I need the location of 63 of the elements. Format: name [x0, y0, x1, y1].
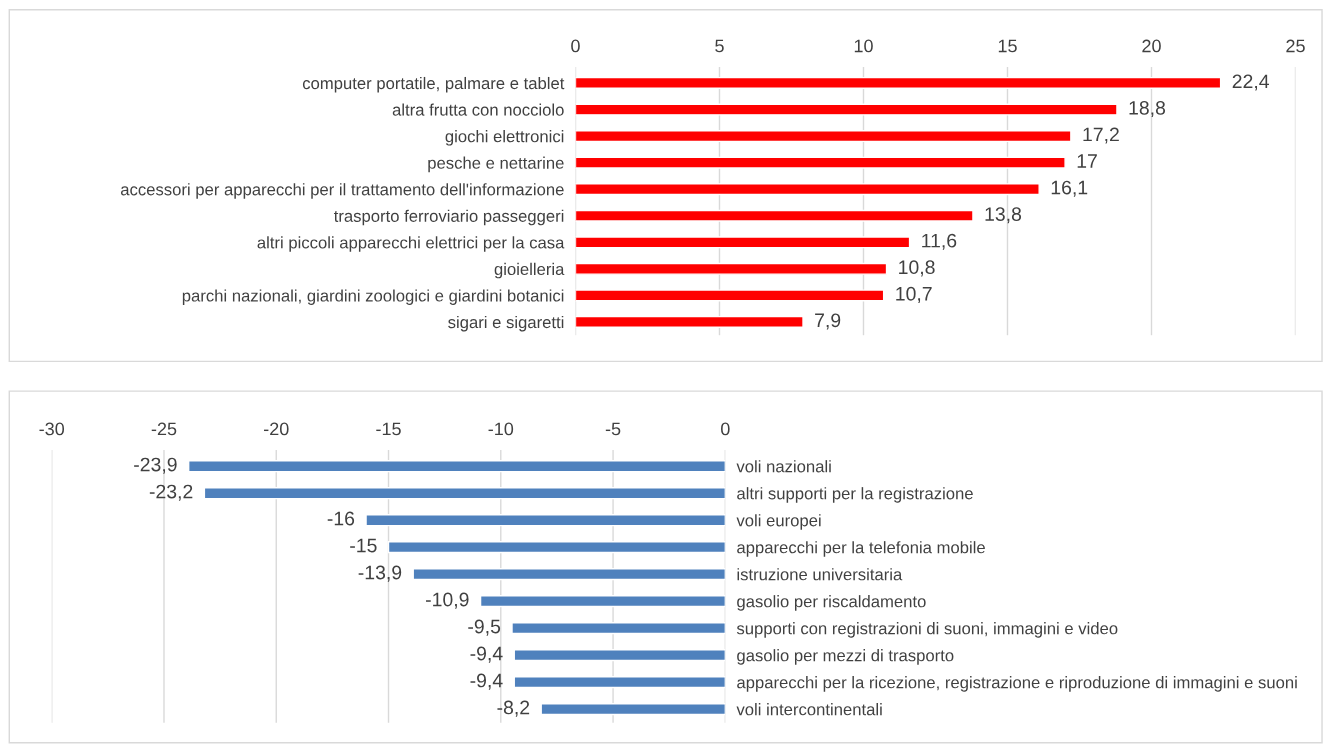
bar [575, 183, 1040, 196]
y-tick-label: voli europei [736, 514, 821, 530]
data-label: -9,5 [468, 619, 501, 636]
y-tick-label: altri piccoli apparecchi elettrici per la casa [257, 236, 565, 252]
y-tick-label: altri supporti per la registrazione [737, 487, 973, 503]
y-tick-label: supporti con registrazioni di suoni, immagini e video [736, 622, 1118, 638]
data-label: -23,9 [134, 457, 177, 474]
y-tick-label: parchi nazionali, giardini zoologici e giardini botanici [182, 289, 564, 305]
x-tick-label: 10 [854, 39, 873, 53]
data-label: -9,4 [470, 673, 503, 690]
y-tick-label: apparecchi per la telefonia mobile [737, 541, 985, 557]
y-tick-label: computer portatile, palmare e tablet [302, 76, 565, 93]
bar [575, 156, 1066, 169]
y-tick-label: altra frutta con nocciolo [392, 103, 564, 116]
y-tick-label: pesche e nettarine [428, 156, 564, 173]
y-tick-label: istruzione universitaria [737, 568, 903, 581]
y-tick-label: sigari e sigaretti [448, 315, 564, 332]
data-label: -9,4 [470, 646, 503, 663]
y-tick-label: gioielleria [494, 262, 565, 279]
bar [575, 289, 885, 302]
data-label: -8,2 [497, 700, 530, 717]
x-tick-label: 0 [571, 39, 580, 53]
data-label: 22,4 [1232, 74, 1270, 91]
data-label: 18,8 [1129, 100, 1166, 118]
data-label: 11,6 [922, 233, 957, 250]
data-label: 10,7 [896, 286, 932, 303]
data-label: 7,9 [815, 313, 841, 330]
data-label: -23,2 [149, 484, 193, 501]
data-label: 16,1 [1051, 180, 1088, 197]
y-tick-label: voli intercontinentali [736, 703, 882, 716]
x-tick-label: -5 [605, 422, 621, 436]
y-tick-label: trasporto ferroviario passeggeri [333, 209, 564, 226]
data-label: -15 [350, 538, 377, 553]
x-tick-label: 5 [715, 39, 724, 53]
x-tick-label: 15 [998, 39, 1017, 53]
x-tick-label: 0 [721, 422, 730, 436]
x-tick-label: 25 [1286, 39, 1305, 53]
y-tick-label: voli nazionali [736, 460, 831, 473]
data-label: -10,9 [426, 592, 469, 609]
data-label: 13,8 [985, 207, 1022, 224]
y-tick-label: giochi elettronici [445, 130, 564, 146]
data-label: 17,2 [1083, 127, 1119, 144]
data-label: -16 [327, 511, 355, 526]
x-tick-label: 20 [1142, 39, 1161, 53]
bar [575, 262, 888, 275]
bar [575, 103, 1118, 116]
x-tick-label: -20 [264, 422, 289, 436]
x-tick-label: -25 [151, 422, 177, 436]
data-label: -13,9 [358, 565, 402, 582]
data-label: 17 [1077, 154, 1097, 168]
bar [575, 130, 1072, 143]
data-label: 10,8 [899, 260, 935, 277]
x-tick-label: -15 [376, 422, 401, 436]
y-tick-label: gasolio per riscaldamento [737, 595, 926, 611]
y-tick-label: accessori per apparecchi per il trattamento dell'informazione [120, 183, 564, 199]
bar [575, 315, 804, 328]
x-tick-label: -10 [488, 422, 514, 436]
bar [575, 236, 911, 249]
x-tick-label: -30 [39, 422, 65, 436]
y-tick-label: apparecchi per la ricezione, registrazione e riproduzione di immagini e suoni [737, 676, 1297, 692]
bar [575, 76, 1222, 89]
bar [575, 209, 974, 222]
y-tick-label: gasolio per mezzi di trasporto [737, 649, 954, 665]
